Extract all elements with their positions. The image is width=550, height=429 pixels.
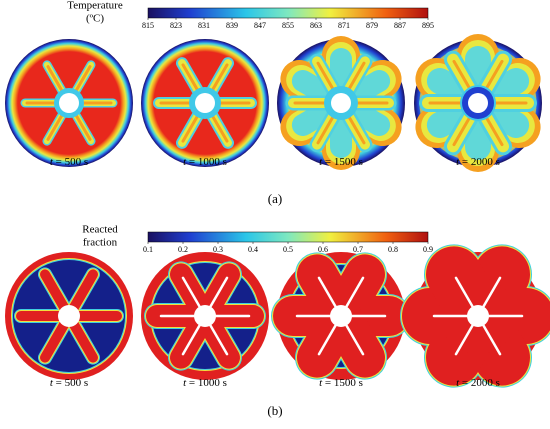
time-label: t = 1500 s — [319, 156, 363, 168]
reacted-disc — [271, 252, 411, 380]
colorbar-tick-label: 847 — [254, 21, 266, 30]
hole — [331, 93, 351, 113]
temperature-disc — [414, 34, 542, 172]
time-value: = 2000 s — [462, 377, 500, 389]
time-label: t = 1000 s — [183, 156, 227, 168]
hole — [58, 305, 80, 327]
panel-label: (b) — [267, 403, 282, 418]
colorbar-title: (ºC) — [86, 13, 104, 25]
colorbar-tick-label: 879 — [366, 21, 378, 30]
colorbar-tick-label: 815 — [142, 21, 154, 30]
time-var: t — [183, 377, 187, 389]
colorbar-tick-label: 887 — [394, 21, 406, 30]
colorbar-tick-label: 0.6 — [318, 245, 328, 254]
colorbar-tick-label: 0.4 — [248, 245, 258, 254]
colorbar-title: fraction — [83, 237, 118, 249]
time-value: = 1500 s — [325, 156, 363, 168]
hole — [468, 93, 488, 113]
time-label: t = 500 s — [50, 377, 88, 389]
colorbar-tick-label: 855 — [282, 21, 294, 30]
reacted-disc — [5, 252, 133, 380]
time-value: = 500 s — [56, 156, 88, 168]
colorbar-tick-label: 823 — [170, 21, 182, 30]
colorbar-tick-label: 863 — [310, 21, 322, 30]
time-var: t — [50, 377, 54, 389]
hole — [467, 305, 489, 327]
temperature-disc — [141, 39, 269, 167]
colorbar-tick-label: 0.9 — [423, 245, 433, 254]
reacted-disc — [141, 252, 269, 380]
colorbar-tick-label: 0.3 — [213, 245, 223, 254]
colorbar-tick-label: 895 — [422, 21, 434, 30]
colorbar-tick-label: 0.5 — [283, 245, 293, 254]
hole — [195, 93, 215, 113]
colorbar-tick-label: 0.2 — [178, 245, 188, 254]
time-label: t = 1500 s — [319, 377, 363, 389]
time-label: t = 2000 s — [456, 156, 500, 168]
panel-label: (a) — [268, 191, 282, 206]
time-value: = 2000 s — [462, 156, 500, 168]
time-value: = 1000 s — [189, 156, 227, 168]
temperature-disc — [5, 39, 133, 167]
time-var: t — [456, 377, 460, 389]
time-label: t = 500 s — [50, 156, 88, 168]
time-value: = 500 s — [56, 377, 88, 389]
colorbar-tick-label: 0.8 — [388, 245, 398, 254]
colorbar-tick-label: 831 — [198, 21, 210, 30]
time-label: t = 2000 s — [456, 377, 500, 389]
colorbar-tick-label: 0.7 — [353, 245, 363, 254]
time-var: t — [50, 156, 54, 168]
colorbar-tick-label: 871 — [338, 21, 350, 30]
colorbar — [147, 7, 429, 19]
colorbar-title: Reacted — [82, 224, 118, 236]
time-var: t — [183, 156, 187, 168]
colorbar — [147, 231, 429, 243]
time-var: t — [319, 156, 323, 168]
colorbar-tick-label: 0.1 — [143, 245, 153, 254]
temperature-disc — [277, 36, 405, 170]
time-var: t — [319, 377, 323, 389]
time-value: = 1500 s — [325, 377, 363, 389]
hole — [59, 93, 79, 113]
reacted-disc — [400, 244, 550, 388]
colorbar-title: Temperature — [67, 0, 123, 12]
time-label: t = 1000 s — [183, 377, 227, 389]
hole — [194, 305, 216, 327]
time-var: t — [456, 156, 460, 168]
colorbar-tick-label: 839 — [226, 21, 238, 30]
hole — [330, 305, 352, 327]
time-value: = 1000 s — [189, 377, 227, 389]
